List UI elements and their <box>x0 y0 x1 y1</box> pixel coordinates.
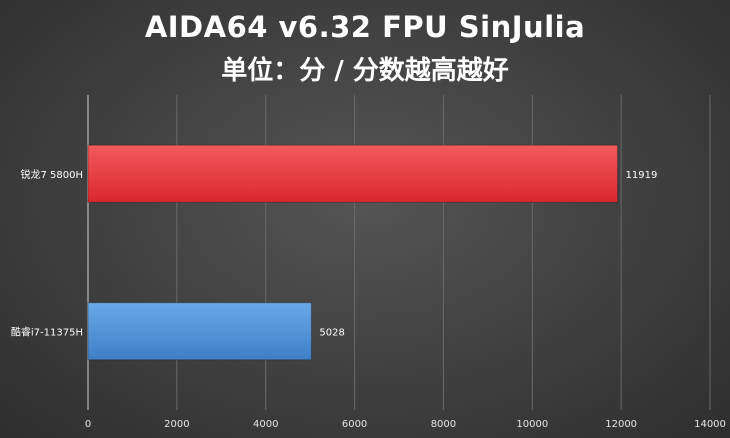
x-tick-label: 2000 <box>164 419 189 430</box>
data-label: 5028 <box>319 327 344 338</box>
x-tick-label: 10000 <box>516 419 548 430</box>
bar <box>87 144 619 203</box>
chart-subtitle: 单位：分 / 分数越高越好 <box>221 56 509 86</box>
bar <box>87 302 312 361</box>
data-label: 11919 <box>626 170 658 181</box>
x-tick-label: 6000 <box>342 419 367 430</box>
x-tick-label: 8000 <box>431 419 456 430</box>
category-label: 锐龙7 5800H <box>20 168 83 181</box>
x-tick-label: 12000 <box>605 419 637 430</box>
category-label: 酷睿i7-11375H <box>11 325 83 338</box>
x-tick-label: 4000 <box>253 419 278 430</box>
x-tick-label: 14000 <box>694 419 726 430</box>
x-tick-label: 0 <box>85 419 91 430</box>
chart-title: AIDA64 v6.32 FPU SinJulia <box>144 10 586 44</box>
